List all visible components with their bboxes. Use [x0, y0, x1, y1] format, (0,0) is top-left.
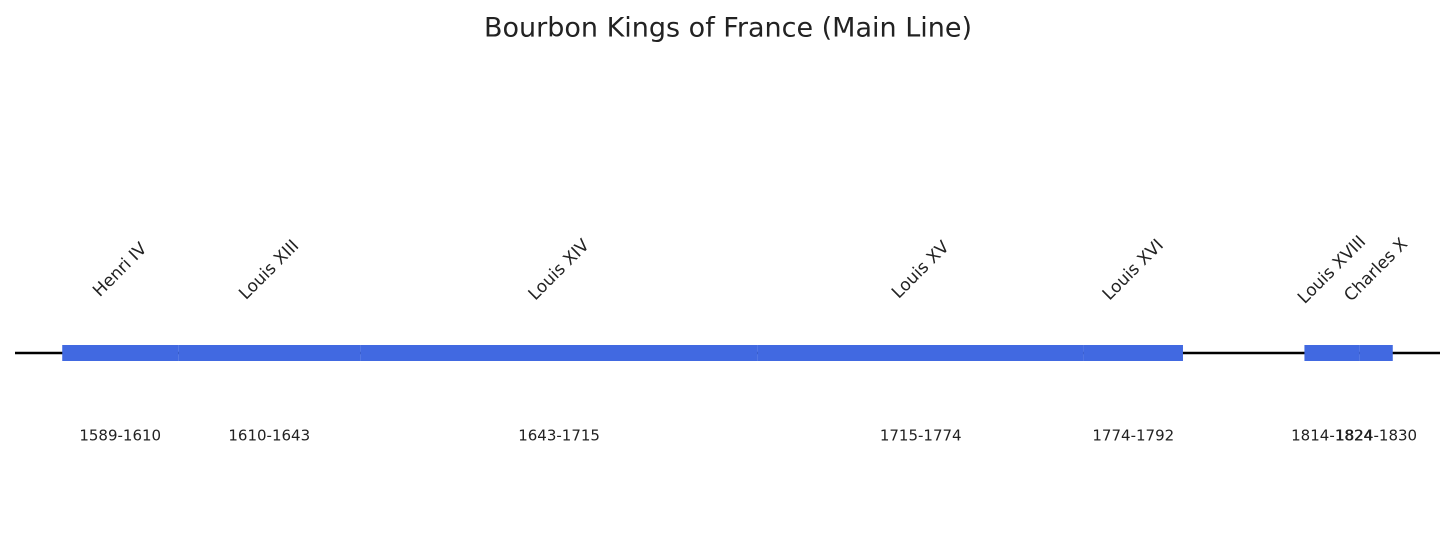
king-name: Louis XIII [235, 236, 303, 304]
reign-bar [757, 345, 1084, 361]
reign-years: 1774-1792 [1092, 427, 1174, 445]
reign-bar [1083, 345, 1183, 361]
reign-years: 1589-1610 [79, 427, 161, 445]
king-name: Louis XV [888, 237, 954, 303]
reign-bar [1359, 345, 1393, 361]
reign-bar [62, 345, 179, 361]
king-name: Louis XVI [1099, 235, 1168, 304]
king-name: Louis XIV [525, 235, 594, 304]
chart-title: Bourbon Kings of France (Main Line) [484, 13, 972, 44]
reign-bar [360, 345, 758, 361]
reign-years: 1824-1830 [1335, 427, 1417, 445]
reign-bar [1304, 345, 1360, 361]
reign-bar [178, 345, 361, 361]
reign-years: 1814-1824 [1291, 427, 1373, 445]
king-name: Henri IV [89, 239, 151, 301]
reign-years: 1643-1715 [518, 427, 600, 445]
reign-years: 1715-1774 [880, 427, 962, 445]
reign-years: 1610-1643 [228, 427, 310, 445]
